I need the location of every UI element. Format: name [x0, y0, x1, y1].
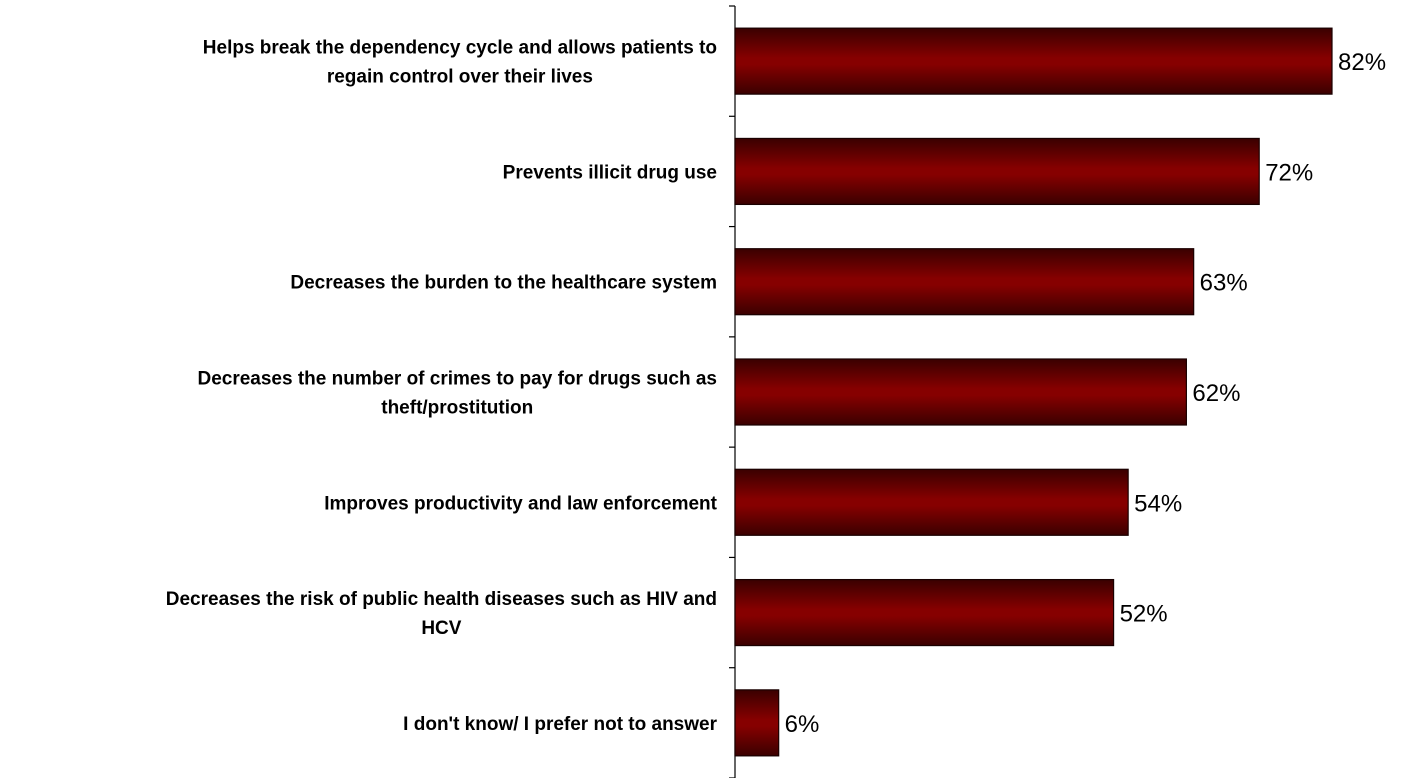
- bar: [734, 689, 780, 757]
- category-label-line: Prevents illicit drug use: [503, 162, 717, 183]
- category-label: Decreases the risk of public health dise…: [166, 589, 717, 639]
- bar: [734, 358, 1187, 426]
- value-label: 6%: [785, 711, 820, 738]
- bar: [734, 578, 1115, 647]
- category-label-line: HCV: [421, 618, 461, 639]
- value-label: 63%: [1200, 270, 1248, 297]
- bars: [734, 27, 1333, 757]
- category-label: Improves productivity and law enforcemen…: [324, 493, 717, 514]
- category-label-line: theft/prostitution: [381, 398, 533, 419]
- value-label: 72%: [1265, 159, 1313, 186]
- value-label: 82%: [1338, 49, 1386, 76]
- category-label: Prevents illicit drug use: [503, 162, 717, 183]
- category-label: Decreases the burden to the healthcare s…: [290, 273, 717, 294]
- bar: [734, 27, 1333, 95]
- category-label-line: Decreases the risk of public health dise…: [166, 589, 717, 610]
- category-label: Helps break the dependency cycle and all…: [203, 38, 717, 88]
- category-label-line: Decreases the burden to the healthcare s…: [290, 273, 717, 294]
- category-label: Decreases the number of crimes to pay fo…: [197, 369, 717, 419]
- category-labels: Helps break the dependency cycle and all…: [166, 38, 718, 735]
- bar: [734, 137, 1260, 206]
- category-label-line: Improves productivity and law enforcemen…: [324, 493, 717, 514]
- category-label-line: Decreases the number of crimes to pay fo…: [197, 369, 717, 390]
- category-label-line: Helps break the dependency cycle and all…: [203, 38, 717, 59]
- value-labels: 82% 72% 63% 62% 54% 52% 6%: [785, 49, 1386, 738]
- bar: [734, 248, 1195, 316]
- bar: [734, 468, 1129, 536]
- category-label-line: I don't know/ I prefer not to answer: [403, 714, 717, 735]
- value-label: 54%: [1134, 490, 1182, 517]
- value-label: 52%: [1120, 601, 1168, 628]
- y-axis: [729, 5, 736, 778]
- category-label: I don't know/ I prefer not to answer: [403, 714, 717, 735]
- value-label: 62%: [1192, 380, 1240, 407]
- category-label-line: regain control over their lives: [327, 67, 593, 88]
